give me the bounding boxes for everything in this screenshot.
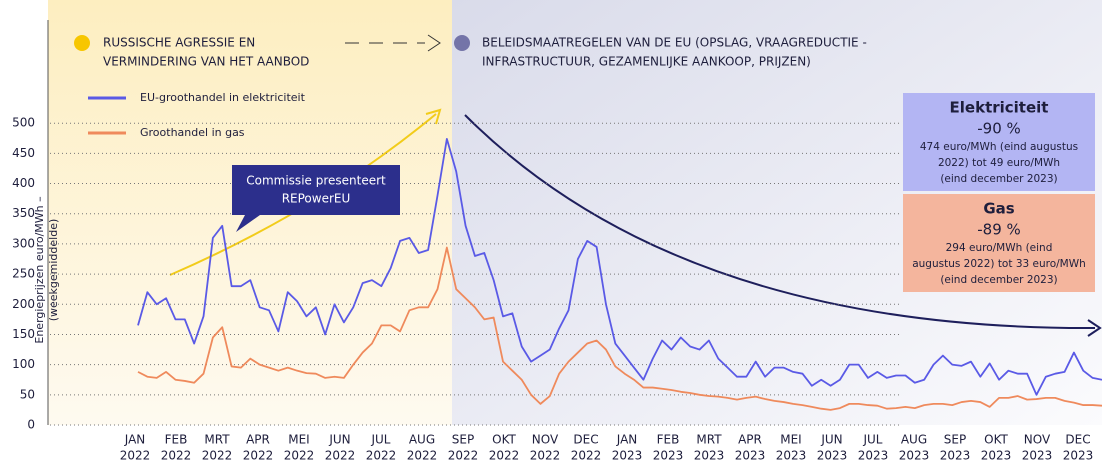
phase-label: VERMINDERING VAN HET AANBOD xyxy=(103,55,309,69)
overlay: EU-groothandel in elektriciteit Groothand… xyxy=(88,36,1095,292)
info-text: 2022) tot 49 euro/MWh xyxy=(938,157,1060,169)
x-tick-year: 2022 xyxy=(284,449,315,462)
x-tick-month: APR xyxy=(246,433,270,447)
y-axis-label: Energieprijzen euro/MWh – xyxy=(33,196,46,343)
x-tick-month: OKT xyxy=(984,433,1008,447)
x-tick-month: JUN xyxy=(820,433,842,447)
y-tick-label: 200 xyxy=(12,297,35,311)
trend-arrow-head xyxy=(1087,319,1102,337)
y-tick-label: 100 xyxy=(12,357,35,371)
y-tick-label: 50 xyxy=(20,387,35,401)
y-tick-label: 450 xyxy=(12,146,35,160)
info-box xyxy=(903,194,1095,292)
x-tick-year: 2023 xyxy=(694,449,725,462)
x-tick-month: FEB xyxy=(165,433,188,447)
info-change: -90 % xyxy=(977,120,1021,138)
x-tick-month: SEP xyxy=(944,433,966,447)
x-tick-year: 2023 xyxy=(940,449,971,462)
x-tick-year: 2023 xyxy=(1063,449,1094,462)
x-tick-year: 2023 xyxy=(981,449,1012,462)
info-text: augustus 2022) tot 33 euro/MWh xyxy=(912,258,1086,270)
x-tick-year: 2022 xyxy=(489,449,520,462)
info-text: 294 euro/MWh (eind xyxy=(946,242,1053,254)
x-tick-month: NOV xyxy=(1024,433,1051,447)
x-tick-month: JUL xyxy=(370,433,390,447)
legend-label: Groothandel in gas xyxy=(140,126,245,139)
phase-label: INFRASTRUCTUUR, GEZAMENLIJKE AANKOOP, PR… xyxy=(482,55,811,69)
info-text: (eind december 2023) xyxy=(940,274,1057,286)
phase-label: RUSSISCHE AGRESSIE EN xyxy=(103,36,255,50)
trend-arrow-head xyxy=(425,108,442,125)
x-tick-year: 2023 xyxy=(1022,449,1053,462)
y-tick-label: 0 xyxy=(27,418,35,432)
info-title: Elektriciteit xyxy=(950,99,1049,117)
x-tick-year: 2023 xyxy=(899,449,930,462)
info-change: -89 % xyxy=(977,221,1021,239)
x-tick-month: JUN xyxy=(328,433,350,447)
x-tick-year: 2023 xyxy=(653,449,684,462)
info-title: Gas xyxy=(983,200,1014,218)
trend-arrow xyxy=(464,114,1096,330)
annotation-text: REPowerEU xyxy=(282,192,351,206)
x-tick-month: AUG xyxy=(901,433,927,447)
x-tick-month: AUG xyxy=(409,433,435,447)
info-text: 474 euro/MWh (eind augustus xyxy=(920,141,1078,153)
x-tick-year: 2023 xyxy=(612,449,643,462)
x-tick-month: MEI xyxy=(780,433,801,447)
info-text: (eind december 2023) xyxy=(940,173,1057,185)
x-tick-month: FEB xyxy=(657,433,680,447)
x-tick-year: 2023 xyxy=(817,449,848,462)
x-tick-month: MRT xyxy=(696,433,722,447)
x-tick-month: DEC xyxy=(573,433,598,447)
x-tick-year: 2022 xyxy=(243,449,274,462)
series-line xyxy=(137,137,1102,396)
x-tick-year: 2022 xyxy=(120,449,151,462)
x-tick-year: 2022 xyxy=(202,449,233,462)
x-tick-month: SEP xyxy=(452,433,474,447)
x-tick-year: 2022 xyxy=(571,449,602,462)
phase-dot xyxy=(74,35,90,51)
plot xyxy=(50,122,1102,426)
y-tick-label: 150 xyxy=(12,327,35,341)
series-line xyxy=(137,246,1102,411)
x-tick-month: OKT xyxy=(492,433,516,447)
x-tick-month: APR xyxy=(738,433,762,447)
phase-label: BELEIDSMAATREGELEN VAN DE EU (OPSLAG, VR… xyxy=(482,36,867,50)
y-tick-label: 400 xyxy=(12,176,35,190)
legend-label: EU-groothandel in elektriciteit xyxy=(140,91,306,104)
x-tick-year: 2022 xyxy=(530,449,561,462)
annotation-text: Commissie presenteert xyxy=(246,174,386,188)
x-tick-year: 2023 xyxy=(735,449,766,462)
y-tick-label: 250 xyxy=(12,267,35,281)
x-tick-month: DEC xyxy=(1065,433,1090,447)
x-tick-year: 2022 xyxy=(161,449,192,462)
phase-dot xyxy=(454,35,470,51)
x-tick-year: 2022 xyxy=(366,449,397,462)
y-tick-label: 300 xyxy=(12,236,35,250)
x-tick-year: 2022 xyxy=(407,449,438,462)
x-tick-month: JAN xyxy=(124,433,146,447)
x-tick-month: JUL xyxy=(862,433,882,447)
info-box xyxy=(903,93,1095,191)
x-tick-year: 2022 xyxy=(448,449,479,462)
y-tick-label: 500 xyxy=(12,116,35,130)
phase-arrow-head xyxy=(427,34,441,52)
x-tick-month: MEI xyxy=(288,433,309,447)
y-tick-label: 350 xyxy=(12,206,35,220)
x-tick-year: 2023 xyxy=(776,449,807,462)
x-tick-month: MRT xyxy=(204,433,230,447)
x-tick-month: NOV xyxy=(532,433,559,447)
x-tick-year: 2022 xyxy=(325,449,356,462)
x-tick-month: JAN xyxy=(616,433,638,447)
y-axis-label: (weekgemiddelde) xyxy=(47,219,60,322)
x-tick-year: 2023 xyxy=(858,449,889,462)
annotation-box xyxy=(232,165,400,232)
